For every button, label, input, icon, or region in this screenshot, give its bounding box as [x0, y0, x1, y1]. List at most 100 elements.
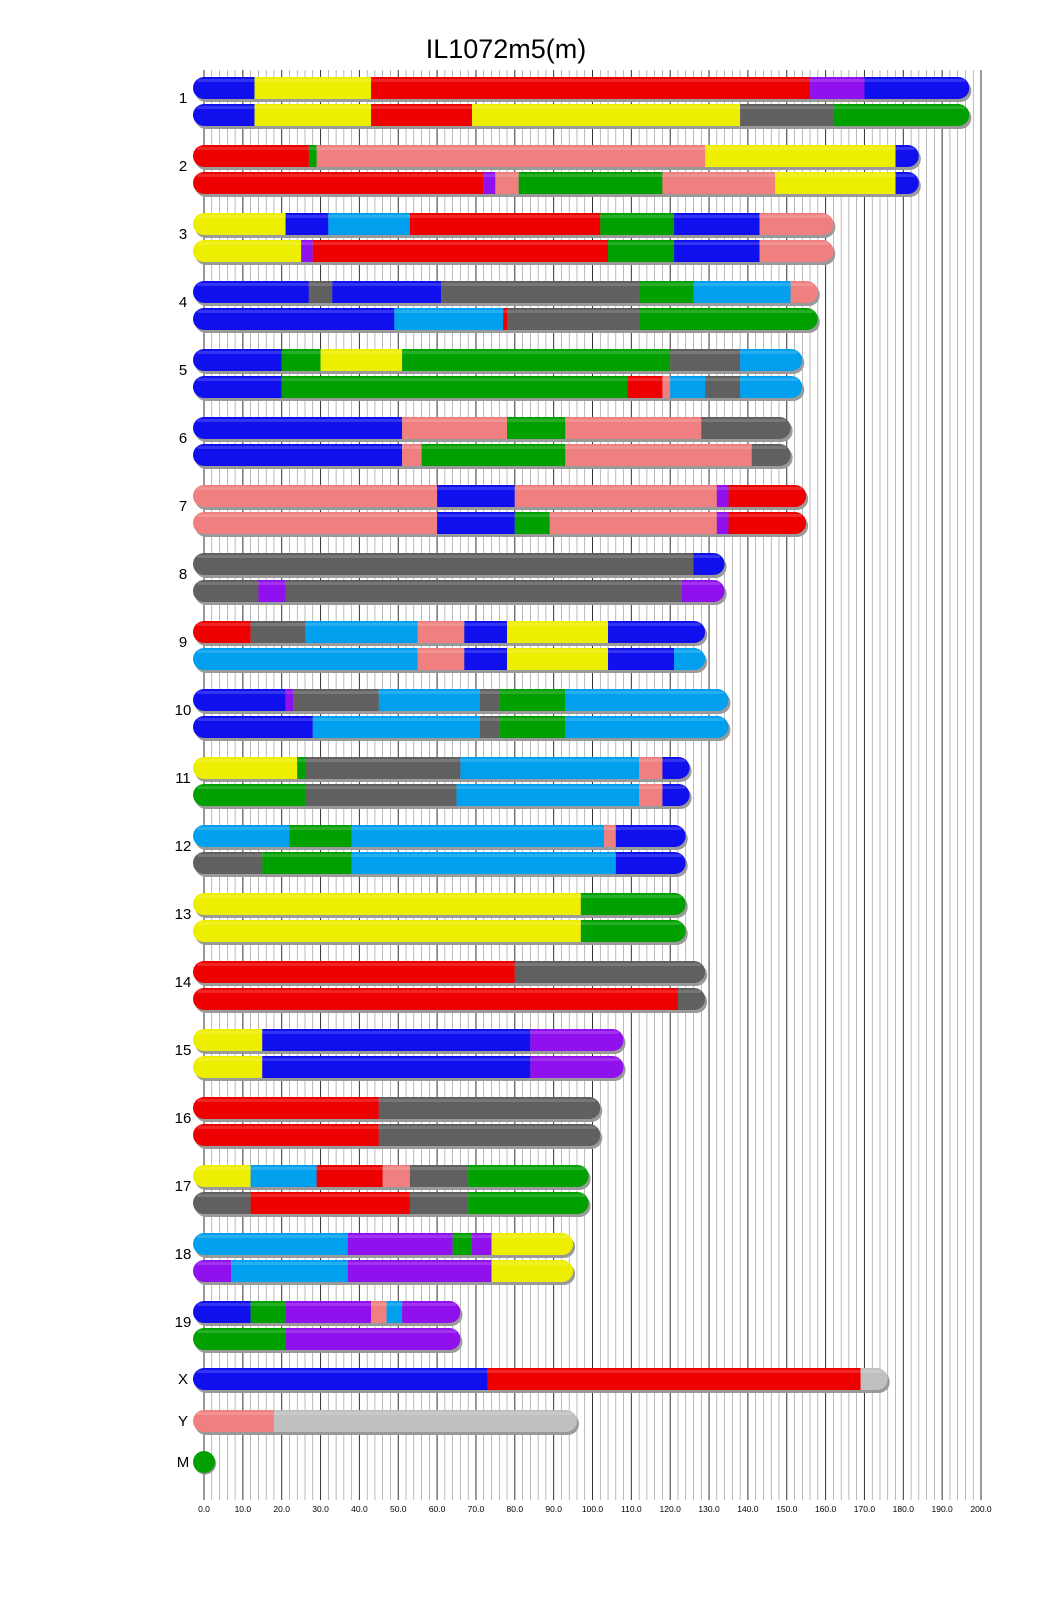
chromosome-label: 11: [175, 770, 191, 787]
bar-highlight: [197, 79, 966, 82]
haplotype-segment-gray: [670, 349, 741, 371]
haplotype-bar: [193, 376, 805, 401]
haplotype-segment-red: [193, 961, 515, 983]
haplotype-segment-blue: [193, 104, 255, 126]
haplotype-segment-yellow: [491, 1260, 574, 1282]
haplotype-segment-green: [468, 1165, 589, 1187]
haplotype-segment-yellow: [507, 621, 609, 643]
haplotype-segment-blue: [193, 376, 282, 398]
haplotype-segment-lightblue: [193, 1233, 348, 1255]
haplotype-bar: [193, 1451, 216, 1475]
chromosome-label: Y: [178, 1413, 188, 1430]
x-tick-label: 130.0: [698, 1504, 720, 1514]
haplotype-segment-gray: [677, 988, 706, 1010]
haplotype-segment-lightblue: [386, 1301, 403, 1323]
haplotype-segment-red: [193, 145, 309, 167]
haplotype-segment-gray: [308, 281, 333, 303]
haplotype-bar: [193, 920, 688, 945]
haplotype-bar: [193, 1368, 890, 1393]
haplotype-segment-green: [639, 308, 818, 330]
haplotype-bar: [193, 213, 836, 238]
haplotype-bar: [193, 512, 809, 537]
bar-highlight: [197, 1330, 457, 1333]
x-tick-label: 180.0: [893, 1504, 915, 1514]
chromosome-label: 3: [179, 226, 187, 243]
bar-highlight: [197, 242, 830, 245]
haplotype-bar: [193, 1097, 603, 1122]
haplotype-segment-green: [452, 1233, 473, 1255]
haplotype-segment-blue: [193, 417, 403, 439]
bar-highlight: [197, 1370, 884, 1373]
haplotype-segment-gray: [479, 716, 500, 738]
bar-highlight: [197, 174, 915, 177]
haplotype-segment-green: [281, 376, 628, 398]
haplotype-segment-red: [316, 1165, 383, 1187]
haplotype-segment-blue: [608, 621, 706, 643]
haplotype-segment-blue: [193, 308, 395, 330]
haplotype-bar: [193, 988, 708, 1013]
haplotype-bar: [193, 893, 688, 918]
haplotype-segment-blue: [193, 77, 255, 99]
haplotype-segment-red: [193, 621, 251, 643]
haplotype-segment-purple: [716, 485, 729, 507]
haplotype-segment-lightblue: [670, 376, 706, 398]
haplotype-segment-red: [627, 376, 663, 398]
haplotype-bar: [193, 1233, 576, 1258]
haplotype-segment-blue: [193, 444, 403, 466]
haplotype-bar: [193, 1029, 626, 1054]
haplotype-segment-purple: [681, 580, 725, 602]
bar-highlight: [197, 1303, 457, 1306]
bar-highlight: [197, 1167, 585, 1170]
haplotype-segment-blue: [437, 485, 515, 507]
haplotype-bar: [193, 240, 836, 265]
x-tick-label: 110.0: [621, 1504, 642, 1514]
chromosome-label: 15: [175, 1042, 192, 1059]
haplotype-segment-lightblue: [456, 784, 640, 806]
haplotype-segment-green: [297, 757, 306, 779]
bar-highlight: [197, 963, 702, 966]
haplotype-bar: [193, 77, 972, 102]
haplotype-bar: [193, 621, 708, 646]
chromosome-label: 8: [179, 566, 187, 583]
haplotype-segment-pink: [193, 1410, 274, 1432]
haplotype-segment-blue: [674, 240, 760, 262]
haplotype-segment-lightblue: [193, 648, 418, 670]
haplotype-segment-lightblue: [250, 1165, 317, 1187]
x-tick-label: 0.0: [198, 1504, 210, 1514]
haplotype-segment-lightblue: [305, 621, 418, 643]
haplotype-bar: [193, 852, 688, 877]
haplotype-segment-lightblue: [460, 757, 640, 779]
haplotype-segment-purple: [301, 240, 313, 262]
haplotype-segment-pink: [495, 172, 519, 194]
haplotype-segment-red: [193, 988, 678, 1010]
chromosome-label: 16: [175, 1110, 192, 1127]
x-tick-label: 50.0: [390, 1504, 407, 1514]
haplotype-segment-pink: [604, 825, 616, 847]
bar-highlight: [197, 555, 721, 558]
x-tick-label: 170.0: [854, 1504, 876, 1514]
bar-highlight: [197, 446, 787, 449]
haplotype-segment-gray: [250, 621, 306, 643]
haplotype-segment-green: [421, 444, 566, 466]
chromosome-label: X: [178, 1371, 188, 1388]
haplotype-segment-green: [250, 1301, 286, 1323]
bar-highlight: [197, 718, 725, 721]
haplotype-segment-green: [639, 281, 694, 303]
haplotype-segment-green: [289, 825, 352, 847]
haplotype-segment-green: [281, 349, 321, 371]
haplotype-segment-yellow: [254, 104, 372, 126]
bar-highlight: [197, 351, 799, 354]
haplotype-segment-blue: [864, 77, 970, 99]
bar-highlight: [197, 487, 803, 490]
haplotype-segment-lightblue: [674, 648, 706, 670]
haplotype-segment-pink: [759, 240, 834, 262]
haplotype-segment-green: [580, 920, 686, 942]
bar-highlight: [197, 691, 725, 694]
bar-highlight: [197, 1262, 570, 1265]
haplotype-segment-blue: [193, 1368, 488, 1390]
haplotype-segment-green: [193, 784, 306, 806]
chromosome-label: 17: [175, 1178, 192, 1195]
bar-highlight: [197, 283, 814, 286]
chromosome-label: 1: [179, 90, 187, 107]
